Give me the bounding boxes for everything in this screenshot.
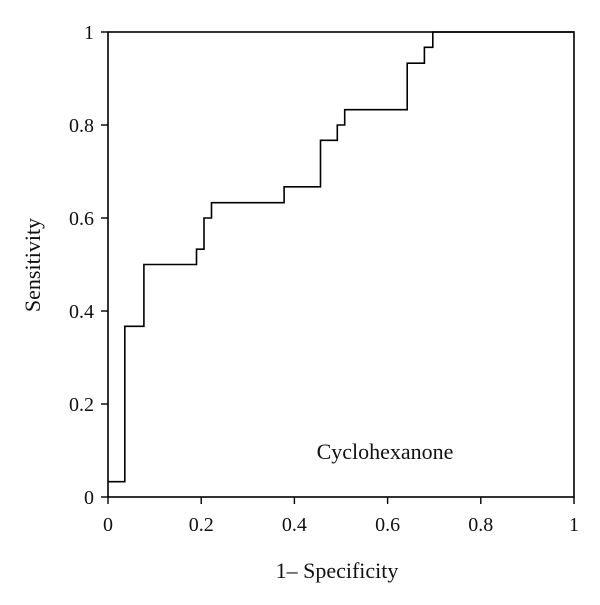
x-axis-label: 1– Specificity (276, 558, 399, 583)
x-tick-label: 0.2 (189, 514, 214, 536)
y-axis: 0 0.2 0.4 0.6 0.8 1 (69, 22, 108, 509)
x-axis: 0 0.2 0.4 0.6 0.8 1 (103, 497, 579, 536)
y-tick-label: 0 (84, 487, 94, 509)
chart-annotation: Cyclohexanone (317, 439, 454, 464)
plot-frame (107, 31, 575, 498)
x-tick-label: 0.8 (468, 514, 493, 536)
y-axis-label: Sensitivity (20, 218, 45, 312)
y-tick-label: 0.4 (69, 301, 94, 323)
y-tick-label: 0.2 (69, 394, 94, 416)
plot-border (107, 31, 575, 498)
x-tick-label: 0.6 (375, 514, 400, 536)
roc-curve-line (108, 31, 574, 483)
y-tick-label: 0.6 (69, 208, 94, 230)
x-tick-label: 1 (569, 514, 579, 536)
x-tick-label: 0 (103, 514, 113, 536)
series-layer (108, 31, 574, 483)
y-tick-label: 0.8 (69, 115, 94, 137)
y-tick-label: 1 (84, 22, 94, 44)
x-tick-label: 0.4 (282, 514, 307, 536)
